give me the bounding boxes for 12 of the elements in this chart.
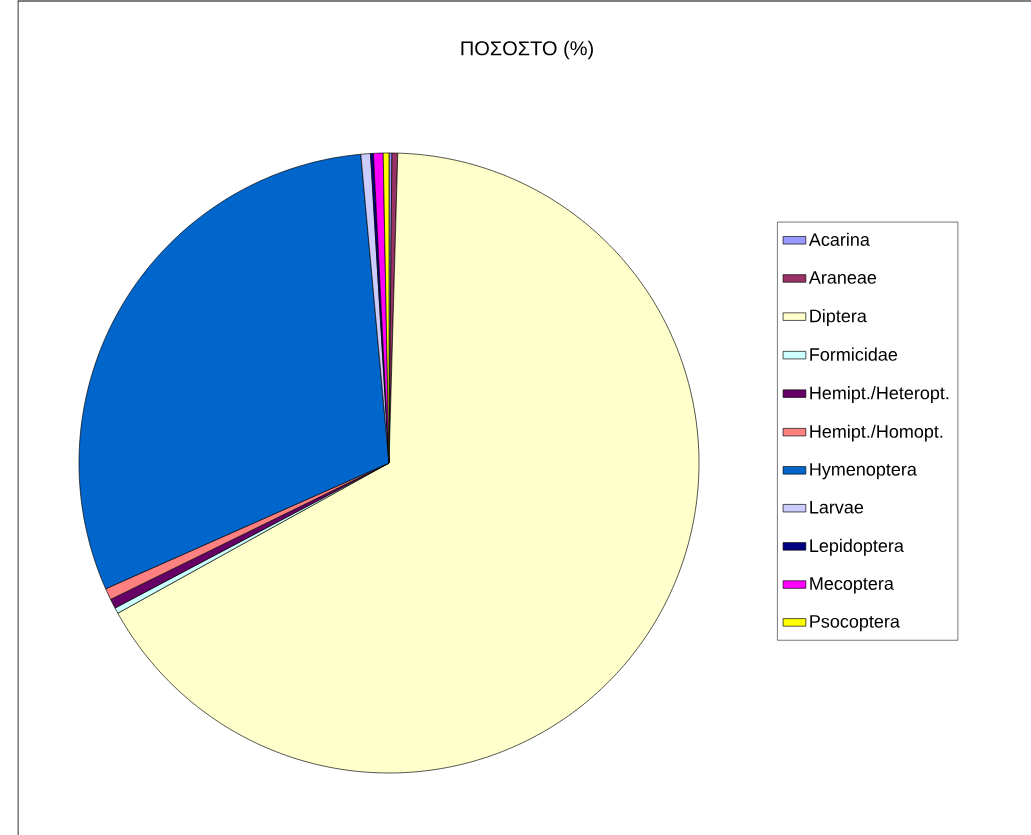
- legend-label: Hemipt./Heteropt.: [810, 386, 949, 403]
- legend-label: Araneae: [808, 271, 877, 284]
- legend-label: Mecoptera: [810, 577, 894, 594]
- legend-label: Larvae: [810, 501, 864, 514]
- legend-label: Diptera: [810, 309, 867, 326]
- chart-title: ΠΟΣΟΣΤΟ (%): [461, 40, 593, 60]
- legend-label: Formicidae: [810, 347, 898, 361]
- legend-label: Hemipt./Homopt.: [810, 424, 943, 442]
- legend-label: Psocoptera: [810, 615, 900, 632]
- legend-label: Hymenoptera: [810, 463, 917, 480]
- legend-label: Acarina: [808, 232, 870, 246]
- legend-label: Lepidoptera: [810, 538, 904, 556]
